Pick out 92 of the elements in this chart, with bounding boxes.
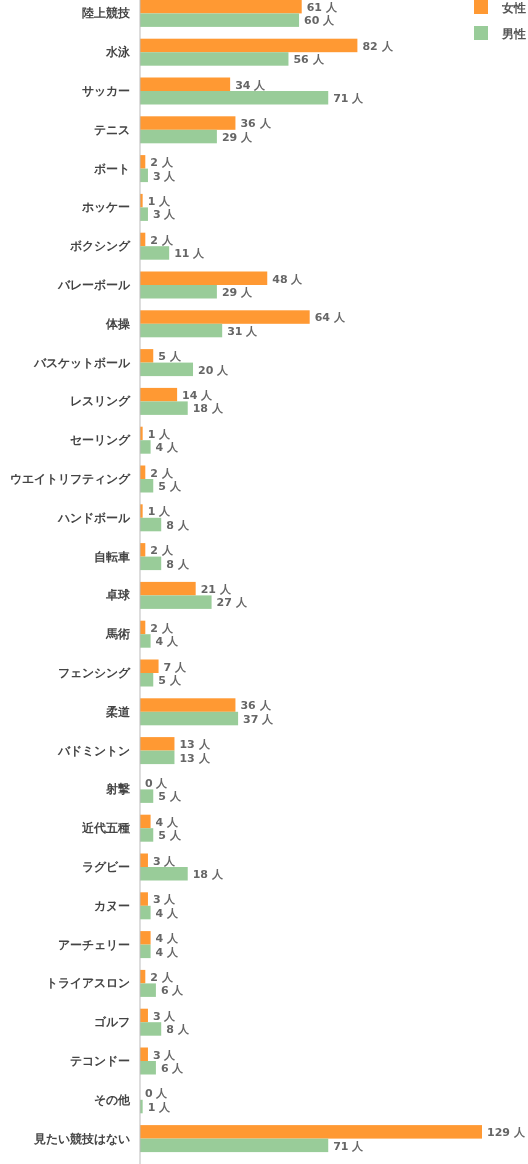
data-label: 18 人 bbox=[192, 402, 224, 416]
data-label: 129 人 bbox=[487, 1126, 526, 1140]
data-label: 2 人 bbox=[150, 233, 174, 247]
y-tick-label: 水泳 bbox=[105, 45, 131, 60]
data-label: 3 人 bbox=[152, 854, 177, 868]
y-tick-label: ハンドボール bbox=[57, 510, 131, 525]
y-tick-label: 見たい競技はない bbox=[33, 1131, 130, 1146]
data-label: 4 人 bbox=[155, 945, 180, 959]
data-label: 20 人 bbox=[198, 363, 230, 377]
data-label: 34 人 bbox=[235, 78, 267, 92]
data-label: 14 人 bbox=[182, 388, 214, 402]
data-label: 82 人 bbox=[362, 39, 394, 53]
y-tick-label: セーリング bbox=[70, 433, 131, 448]
data-label: 64 人 bbox=[314, 311, 346, 325]
data-label: 2 人 bbox=[150, 621, 174, 635]
data-label: 2 人 bbox=[150, 970, 174, 984]
y-tick-label: ボート bbox=[93, 161, 130, 176]
y-tick-label: 柔道 bbox=[105, 704, 131, 719]
y-tick-label: カヌー bbox=[94, 898, 130, 913]
data-label: 48 人 bbox=[272, 272, 304, 286]
data-label: 3 人 bbox=[152, 208, 177, 222]
data-label: 0 人 bbox=[145, 1087, 169, 1101]
data-label: 7 人 bbox=[163, 660, 188, 674]
data-label: 29 人 bbox=[221, 130, 254, 144]
legend-label: 男性 bbox=[501, 27, 526, 41]
data-label: 61 人 bbox=[306, 0, 338, 14]
data-label: 2 人 bbox=[150, 466, 174, 480]
data-label: 71 人 bbox=[333, 1139, 365, 1153]
data-label: 8 人 bbox=[166, 1023, 190, 1037]
y-tick-label: ラグビー bbox=[82, 860, 130, 874]
data-label: 4 人 bbox=[155, 635, 180, 649]
data-label: 11 人 bbox=[174, 247, 206, 261]
data-label: 29 人 bbox=[221, 286, 254, 299]
data-label: 6 人 bbox=[160, 984, 185, 998]
y-tick-label: フェンシング bbox=[58, 666, 131, 680]
data-label: 2 人 bbox=[150, 156, 174, 170]
data-label: 0 人 bbox=[145, 776, 169, 790]
data-label: 6 人 bbox=[160, 1062, 185, 1075]
data-label: 8 人 bbox=[166, 557, 190, 571]
data-label: 3 人 bbox=[152, 893, 177, 907]
legend-label: 女性 bbox=[501, 1, 526, 15]
y-tick-label: バレーボール bbox=[57, 278, 131, 292]
data-label: 3 人 bbox=[152, 1009, 177, 1023]
data-label: 2 人 bbox=[150, 544, 174, 558]
y-tick-label: ボクシング bbox=[69, 239, 131, 254]
data-label: 3 人 bbox=[152, 1048, 177, 1062]
data-label: 36 人 bbox=[240, 117, 272, 131]
data-label: 4 人 bbox=[155, 441, 180, 455]
y-tick-label: その他 bbox=[94, 1092, 131, 1107]
y-tick-label: サッカー bbox=[82, 84, 130, 98]
data-label: 21 人 bbox=[200, 582, 232, 596]
y-tick-label: アーチェリー bbox=[58, 937, 130, 952]
data-label: 5 人 bbox=[158, 790, 182, 804]
y-tick-label: 馬術 bbox=[105, 627, 130, 642]
y-tick-label: レスリング bbox=[70, 394, 131, 409]
data-label: 1 人 bbox=[147, 427, 172, 441]
data-label: 5 人 bbox=[158, 350, 182, 364]
data-label: 1 人 bbox=[147, 1100, 172, 1114]
y-tick-label: バドミントン bbox=[57, 743, 130, 758]
y-tick-label: トライアスロン bbox=[46, 976, 130, 991]
data-label: 56 人 bbox=[293, 53, 325, 67]
data-label: 4 人 bbox=[155, 815, 180, 829]
y-tick-label: 射撃 bbox=[105, 782, 130, 797]
y-tick-label: 体操 bbox=[105, 316, 131, 331]
y-tick-label: 陸上競技 bbox=[82, 6, 131, 21]
data-label: 1 人 bbox=[147, 505, 172, 519]
data-label: 5 人 bbox=[158, 480, 182, 493]
data-label: 27 人 bbox=[216, 596, 248, 610]
y-tick-label: テコンドー bbox=[70, 1054, 130, 1068]
y-tick-label: 近代五種 bbox=[81, 821, 130, 836]
data-label: 1 人 bbox=[147, 194, 172, 208]
data-label: 5 人 bbox=[158, 829, 182, 843]
data-label: 71 人 bbox=[333, 92, 365, 105]
data-label: 4 人 bbox=[155, 932, 180, 946]
y-tick-label: ウエイトリフティング bbox=[10, 472, 131, 486]
data-label: 13 人 bbox=[179, 751, 211, 765]
y-tick-label: ホッケー bbox=[81, 200, 130, 215]
y-tick-label: ゴルフ bbox=[94, 1015, 130, 1030]
data-label: 3 人 bbox=[152, 169, 177, 183]
y-tick-label: 自転車 bbox=[94, 549, 130, 564]
data-label: 36 人 bbox=[240, 699, 272, 713]
data-label: 5 人 bbox=[158, 674, 182, 687]
y-tick-label: 卓球 bbox=[105, 588, 131, 603]
data-label: 8 人 bbox=[166, 518, 190, 532]
data-label: 60 人 bbox=[304, 14, 336, 28]
data-label: 31 人 bbox=[227, 324, 259, 338]
y-tick-label: テニス bbox=[94, 122, 130, 137]
data-label: 13 人 bbox=[179, 738, 211, 752]
y-tick-label: バスケットボール bbox=[33, 355, 131, 370]
data-label: 4 人 bbox=[155, 906, 180, 920]
data-label: 18 人 bbox=[192, 868, 224, 881]
data-label: 37 人 bbox=[243, 712, 275, 726]
